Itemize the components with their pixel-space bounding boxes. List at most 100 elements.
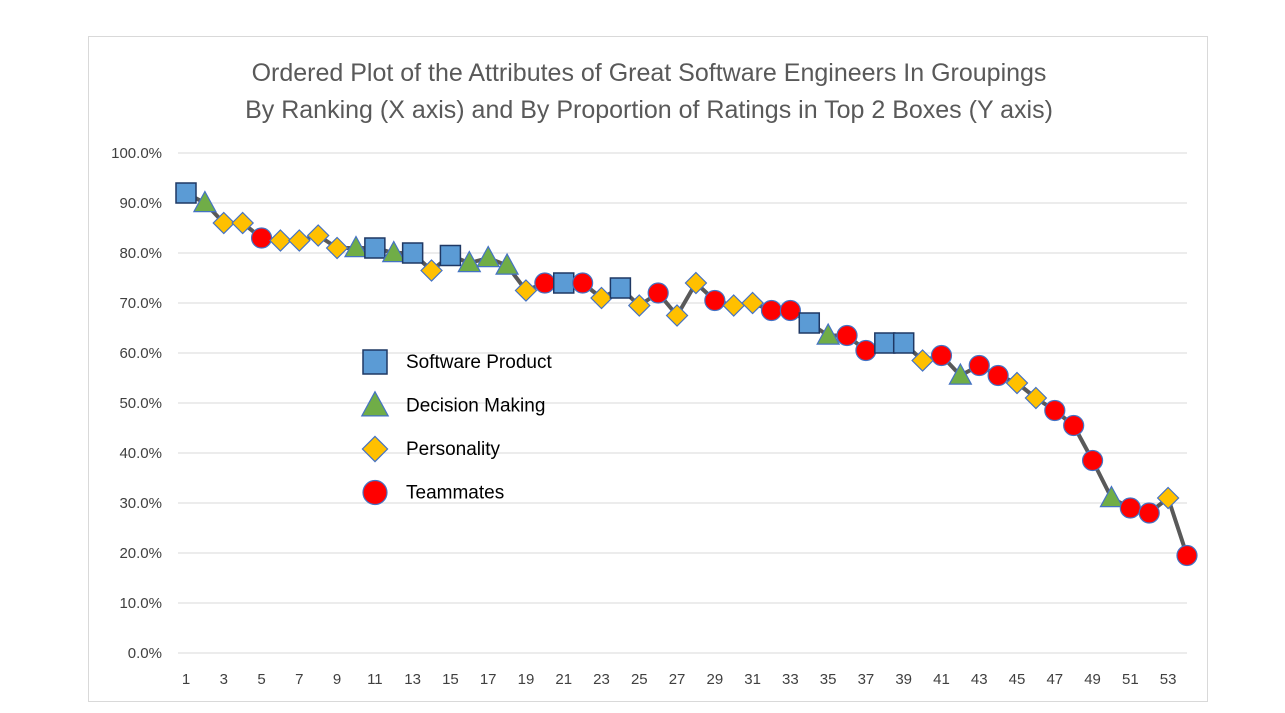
data-point-teammates [836, 324, 858, 347]
x-tick-label: 7 [295, 671, 303, 688]
x-tick-label: 29 [706, 671, 723, 688]
data-point-personality [514, 279, 538, 302]
x-tick-label: 23 [593, 671, 610, 688]
x-tick-label: 1 [182, 671, 190, 688]
data-point-personality [590, 286, 613, 310]
y-tick-label: 80.0% [119, 245, 162, 262]
x-tick-label: 13 [404, 671, 421, 688]
data-point-personality [627, 294, 651, 317]
data-point-decision [381, 240, 406, 263]
x-tick-label: 21 [555, 671, 572, 688]
data-point-product [892, 332, 915, 354]
chart-frame: Ordered Plot of the Attributes of Great … [88, 36, 1208, 702]
x-tick-label: 9 [333, 671, 341, 688]
data-point-personality [287, 229, 311, 252]
legend-label-decision: Decision Making [406, 396, 545, 417]
x-tick-label: 15 [442, 671, 459, 688]
data-point-decision [948, 362, 973, 385]
data-point-decision [1099, 485, 1124, 508]
data-point-teammates [704, 289, 726, 312]
data-point-personality [911, 349, 934, 372]
y-tick-label: 20.0% [119, 545, 162, 562]
data-point-personality [269, 229, 292, 252]
gridlines [178, 152, 1187, 654]
data-point-personality [1024, 386, 1048, 410]
data-point-product [609, 277, 632, 299]
data-point-personality [1005, 371, 1029, 395]
x-tick-label: 49 [1084, 671, 1101, 688]
data-point-personality [722, 294, 746, 317]
y-tick-label: 60.0% [119, 345, 162, 362]
y-tick-label: 30.0% [119, 495, 162, 512]
data-point-teammates [779, 299, 801, 322]
data-point-teammates [987, 364, 1009, 387]
x-tick-label: 27 [669, 671, 686, 688]
y-tick-label: 40.0% [119, 445, 162, 462]
y-tick-label: 10.0% [119, 595, 162, 612]
data-point-teammates [1138, 502, 1160, 524]
y-tick-label: 100.0% [111, 145, 162, 162]
data-point-personality [325, 236, 349, 260]
x-tick-label: 31 [744, 671, 761, 688]
data-point-decision [495, 252, 520, 275]
data-point-teammates [647, 282, 669, 304]
x-tick-label: 47 [1046, 671, 1063, 688]
data-point-decision [192, 190, 217, 213]
data-point-teammates [250, 227, 273, 249]
x-axis-tick-labels: 1 3 5 7 9 11 13 15 17 19 21 23 25 27 29 31 33 35 37 39 41 43 4… [182, 671, 1177, 688]
data-point-decision [343, 235, 368, 258]
legend-label-teammates: Teammates [406, 483, 504, 504]
data-point-teammates [534, 272, 556, 294]
chart-svg: Ordered Plot of the Attributes of Great … [111, 59, 1198, 688]
data-point-product [874, 332, 896, 354]
data-point-personality [1156, 486, 1180, 510]
data-point-teammates [1081, 449, 1104, 472]
x-tick-label: 25 [631, 671, 648, 688]
x-tick-label: 11 [367, 671, 383, 688]
x-tick-label: 19 [518, 671, 535, 688]
legend-marker-personality [361, 435, 389, 463]
x-tick-label: 53 [1160, 671, 1177, 688]
x-tick-label: 17 [480, 671, 497, 688]
data-point-teammates [1176, 544, 1198, 567]
x-tick-label: 39 [895, 671, 912, 688]
data-markers [175, 182, 1198, 567]
x-tick-label: 41 [933, 671, 950, 688]
data-point-product [401, 242, 424, 264]
data-point-product [552, 272, 575, 294]
data-point-personality [212, 211, 236, 235]
x-tick-label: 3 [220, 671, 228, 688]
x-tick-label: 45 [1009, 671, 1026, 688]
data-point-personality [306, 224, 330, 247]
data-point-teammates [1044, 399, 1066, 422]
data-point-personality [420, 259, 443, 282]
chart-title-line-1: Ordered Plot of the Attributes of Great … [252, 59, 1047, 87]
data-point-product [364, 237, 386, 259]
y-tick-label: 90.0% [119, 195, 162, 212]
x-tick-label: 5 [257, 671, 265, 688]
data-point-product [175, 182, 197, 204]
y-tick-label: 70.0% [119, 295, 162, 312]
data-point-teammates [968, 354, 990, 377]
legend-label-personality: Personality [406, 439, 500, 460]
legend: Software Product Decision Making Personali… [360, 349, 552, 506]
x-tick-label: 51 [1122, 671, 1139, 688]
data-point-teammates [1063, 414, 1085, 437]
legend-marker-teammates [362, 479, 388, 506]
chart-title-line-2: By Ranking (X axis) and By Proportion of… [245, 96, 1053, 124]
data-point-decision [816, 322, 841, 345]
legend-marker-decision [360, 390, 390, 417]
data-point-personality [231, 211, 255, 235]
legend-marker-product [362, 349, 388, 375]
data-point-personality [684, 271, 708, 295]
x-tick-label: 37 [858, 671, 875, 688]
data-point-teammates [572, 272, 594, 294]
legend-label-product: Software Product [406, 352, 552, 373]
data-point-personality [741, 291, 764, 315]
y-axis-tick-labels: 0.0% 10.0% 20.0% 30.0% 40.0% 50.0% 60.0% 70.0% 8… [111, 145, 162, 662]
y-tick-label: 50.0% [119, 395, 162, 412]
data-point-teammates [760, 299, 783, 322]
data-point-decision [476, 245, 501, 268]
data-point-teammates [930, 344, 953, 367]
x-tick-label: 35 [820, 671, 837, 688]
